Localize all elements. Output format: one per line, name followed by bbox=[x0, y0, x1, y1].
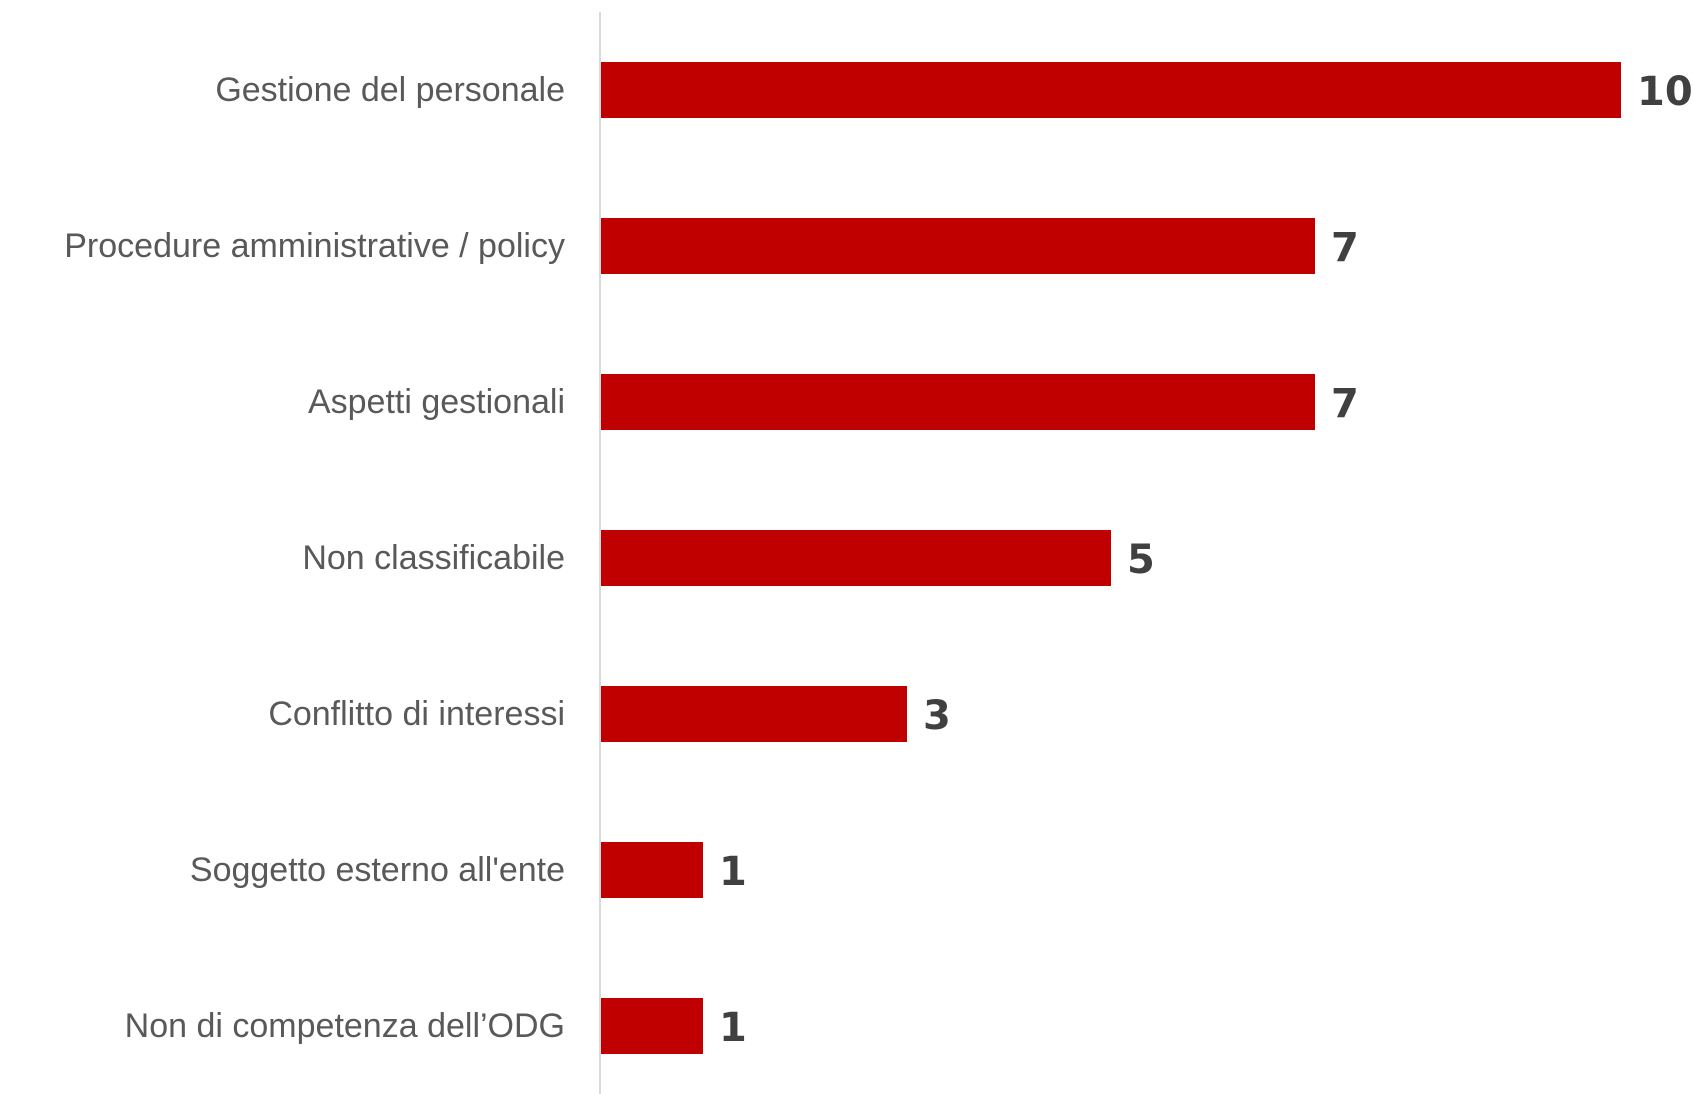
category-label: Gestione del personale bbox=[215, 71, 565, 109]
bar bbox=[601, 218, 1315, 274]
category-label: Non classificabile bbox=[302, 539, 565, 577]
category-labels-group: Gestione del personale Procedure amminist… bbox=[64, 71, 565, 1045]
data-label: 10 bbox=[1637, 69, 1693, 115]
bars-group bbox=[601, 62, 1621, 1054]
category-label: Procedure amministrative / policy bbox=[64, 227, 565, 265]
category-label: Soggetto esterno all'ente bbox=[190, 851, 565, 889]
category-label: Non di competenza dell’ODG bbox=[125, 1007, 565, 1045]
bar bbox=[601, 998, 703, 1054]
bar bbox=[601, 530, 1111, 586]
data-label: 1 bbox=[719, 1005, 747, 1051]
bar bbox=[601, 842, 703, 898]
data-label: 3 bbox=[923, 693, 951, 739]
data-label: 1 bbox=[719, 849, 747, 895]
data-label: 5 bbox=[1127, 537, 1155, 583]
bar bbox=[601, 686, 907, 742]
bar bbox=[601, 374, 1315, 430]
data-labels-group: 10 7 7 5 3 1 1 bbox=[719, 69, 1693, 1051]
bar bbox=[601, 62, 1621, 118]
category-label: Conflitto di interessi bbox=[268, 695, 565, 733]
data-label: 7 bbox=[1331, 225, 1359, 271]
data-label: 7 bbox=[1331, 381, 1359, 427]
category-label: Aspetti gestionali bbox=[308, 383, 565, 421]
